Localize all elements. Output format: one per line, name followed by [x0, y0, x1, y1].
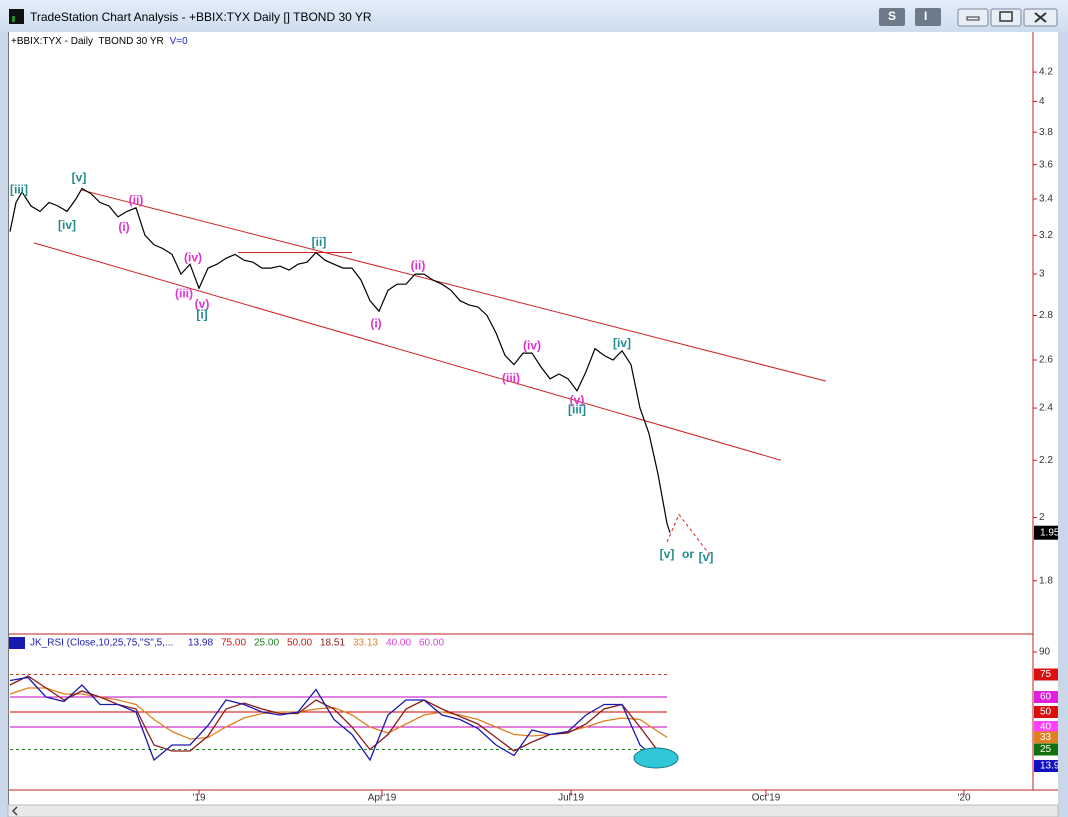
- y-tick-label: 3.2: [1039, 230, 1053, 241]
- maximize-icon: [999, 11, 1013, 22]
- x-tick-label: Apr'19: [368, 793, 397, 804]
- i-button-label: I: [924, 9, 927, 23]
- scroll-left-arrow[interactable]: [11, 806, 18, 816]
- wave-label: [v]: [699, 550, 714, 564]
- chart-area: [8, 32, 1058, 805]
- level-marker: [1034, 743, 1058, 756]
- indicator-value: 60.00: [419, 638, 444, 649]
- wave-label: [iv]: [613, 336, 631, 350]
- wave-label: (iii): [175, 287, 193, 301]
- level-marker-label: 25: [1040, 744, 1052, 755]
- x-tick-label: '20: [957, 793, 970, 804]
- y-tick-label: 4: [1039, 96, 1045, 107]
- wave-label: (iv): [523, 338, 541, 352]
- close-icon: [1034, 12, 1047, 23]
- wave-label: [ii]: [312, 235, 327, 249]
- scrollbar[interactable]: [7, 804, 1059, 817]
- app-icon-bar: [12, 16, 15, 22]
- level-marker: [1034, 731, 1058, 744]
- wave-label: [v]: [660, 547, 675, 561]
- y-tick-label: 3.8: [1039, 127, 1053, 138]
- x-tick-label: Oct'19: [752, 793, 781, 804]
- price-plot: [iii][v][iv] (i)(ii)(iv)(iii)(v)[i][ii](i…: [9, 170, 827, 564]
- indicator-value: 50.00: [287, 638, 312, 649]
- indicator-value: 13.98: [188, 638, 213, 649]
- axis-labels: 4.2 4 3.8 3.6 3.4 3.2 3 2.8 2.6 2.4 2.2 2 1.8 1.95 90 7…: [1034, 67, 1065, 773]
- trend-line: [33, 242, 782, 461]
- wave-label: (v): [570, 393, 585, 407]
- level-marker: [1034, 691, 1058, 703]
- last-price-label: 1.95: [1040, 527, 1060, 538]
- y-tick-label: 2.6: [1039, 355, 1053, 366]
- x-tick-label: '19: [192, 793, 205, 804]
- trend-line: [666, 513, 713, 559]
- wave-label: [v]: [72, 170, 87, 184]
- level-marker: [1034, 721, 1058, 733]
- y-tick-label: 4.2: [1039, 67, 1053, 78]
- y-tick-label: 1.8: [1039, 575, 1053, 586]
- indicator-value: 18.51: [320, 638, 345, 649]
- rsi-plot: [9, 674, 668, 767]
- level-marker-label: 75: [1040, 669, 1052, 680]
- wave-label: [iv]: [58, 218, 76, 232]
- wave-label: [i]: [196, 308, 207, 322]
- indicator-icon: [9, 637, 25, 649]
- level-marker: [1034, 760, 1058, 773]
- level-marker: [1034, 668, 1058, 681]
- last-price-box: [1034, 525, 1058, 540]
- level-marker-label: 60: [1040, 692, 1052, 703]
- level-marker-label: 13.98: [1040, 761, 1065, 772]
- wave-label: or: [682, 547, 694, 561]
- y-tick-label: 2: [1039, 512, 1045, 523]
- indicator-header: JK_RSI (Close,10,25,75,"S",5,...: [30, 638, 173, 649]
- indicator-value: 25.00: [254, 638, 279, 649]
- s-button[interactable]: [879, 8, 905, 26]
- wave-label: (iv): [184, 250, 202, 264]
- wave-label: (i): [370, 316, 381, 330]
- minimize-icon: [966, 16, 980, 21]
- i-button[interactable]: [915, 8, 941, 26]
- price-line: [9, 187, 671, 533]
- indicator-value: 75.00: [221, 638, 246, 649]
- wave-label: (v): [195, 297, 210, 311]
- y-tick-label: 2.4: [1039, 403, 1053, 414]
- wave-label: (i): [118, 220, 129, 234]
- volume-label: V=0: [170, 36, 189, 47]
- indicator-value: 33.13: [353, 638, 378, 649]
- level-marker-label: 33: [1040, 732, 1052, 743]
- wave-label: (iii): [502, 371, 520, 385]
- wave-label: [iii]: [568, 403, 586, 417]
- trend-line: [81, 189, 827, 382]
- wave-label: [iii]: [10, 182, 28, 196]
- s-button-label: S: [888, 9, 896, 23]
- level-marker-label: 50: [1040, 707, 1052, 718]
- level-marker-label: 40: [1040, 722, 1052, 733]
- wave-label: (ii): [129, 193, 144, 207]
- y-tick-label: 3.4: [1039, 194, 1053, 205]
- x-tick-label: Jul'19: [558, 793, 584, 804]
- price-header: +BBIX:TYX - Daily TBOND 30 YR V=0: [11, 36, 188, 47]
- symbol-label: +BBIX:TYX - Daily TBOND 30 YR: [11, 36, 164, 47]
- rsi-line: [9, 676, 668, 767]
- maximize-button[interactable]: [990, 8, 1022, 27]
- rsi-y-tick-label: 90: [1039, 647, 1051, 658]
- y-tick-label: 2.8: [1039, 310, 1053, 321]
- level-marker: [1034, 706, 1058, 718]
- highlight-ellipse: [633, 747, 679, 769]
- y-tick-label: 3.6: [1039, 159, 1053, 170]
- app-icon: [9, 9, 24, 24]
- indicator-value: 40.00: [386, 638, 411, 649]
- y-tick-label: 2.2: [1039, 455, 1053, 466]
- wave-label: (ii): [411, 258, 426, 272]
- y-tick-label: 3: [1039, 269, 1045, 280]
- window-title: TradeStation Chart Analysis - +BBIX:TYX …: [30, 10, 372, 24]
